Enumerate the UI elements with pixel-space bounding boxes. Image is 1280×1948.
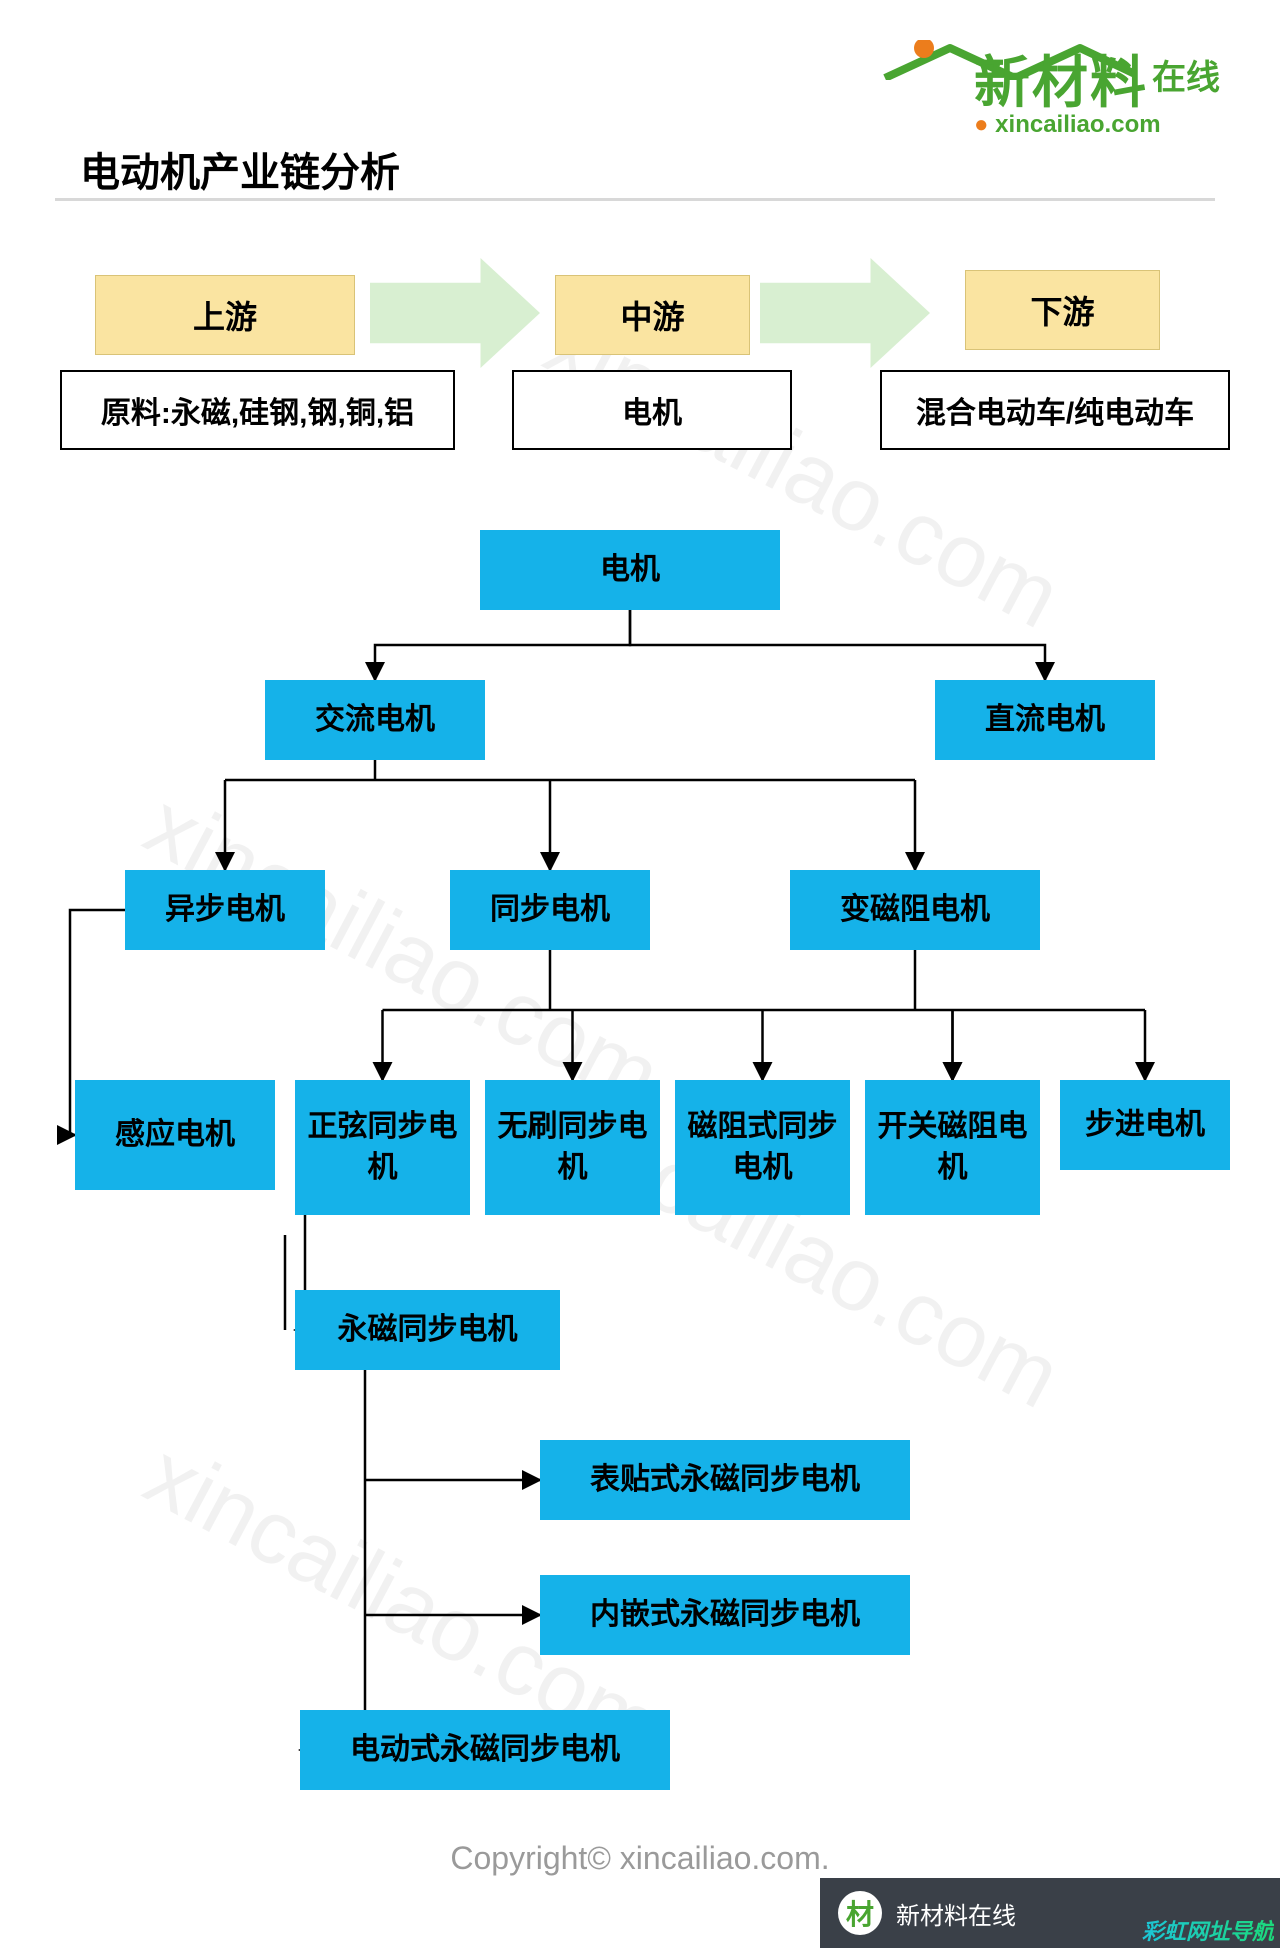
footer-sub: 彩虹网址导航 (1142, 1914, 1274, 1946)
node-sine: 正弦同步电机 (295, 1080, 470, 1215)
node-surface: 表贴式永磁同步电机 (540, 1440, 910, 1520)
wechat-icon: 材 (838, 1891, 882, 1935)
node-interior: 内嵌式永磁同步电机 (540, 1575, 910, 1655)
logo-main: 新材料 (974, 55, 1148, 111)
node-dc: 直流电机 (935, 680, 1155, 760)
node-sync: 同步电机 (450, 870, 650, 950)
brand-logo: 新材料在线 ● xincailiao.com (974, 55, 1220, 137)
node-brushless: 无刷同步电机 (485, 1080, 660, 1215)
node-elecpm: 电动式永磁同步电机 (300, 1710, 670, 1790)
chain-stage-up: 上游 (95, 275, 355, 355)
chain-stage-down: 下游 (965, 270, 1160, 350)
chain-desc-down: 混合电动车/纯电动车 (880, 370, 1230, 450)
watermark: xincailiao.com (129, 773, 676, 1129)
node-swrel: 开关磁阻电机 (865, 1080, 1040, 1215)
footer-name: 新材料在线 (896, 1896, 1016, 1931)
chain-desc-mid: 电机 (512, 370, 792, 450)
chain-stage-mid: 中游 (555, 275, 750, 355)
node-induct: 感应电机 (75, 1080, 275, 1190)
chain-arrow (760, 258, 930, 368)
node-relsync: 磁阻式同步电机 (675, 1080, 850, 1215)
logo-side: 在线 (1152, 61, 1220, 95)
node-async: 异步电机 (125, 870, 325, 950)
node-root: 电机 (480, 530, 780, 610)
title-underline (55, 198, 1215, 201)
chain-desc-up: 原料:永磁,硅钢,钢,铜,铝 (60, 370, 455, 450)
logo-url: xincailiao.com (995, 111, 1160, 138)
node-ac: 交流电机 (265, 680, 485, 760)
page-title: 电动机产业链分析 (80, 140, 400, 198)
node-stepper: 步进电机 (1060, 1080, 1230, 1170)
node-varrel: 变磁阻电机 (790, 870, 1040, 950)
copyright: Copyright© xincailiao.com. (0, 1840, 1280, 1877)
node-pmsm: 永磁同步电机 (295, 1290, 560, 1370)
chain-arrow (370, 258, 540, 368)
